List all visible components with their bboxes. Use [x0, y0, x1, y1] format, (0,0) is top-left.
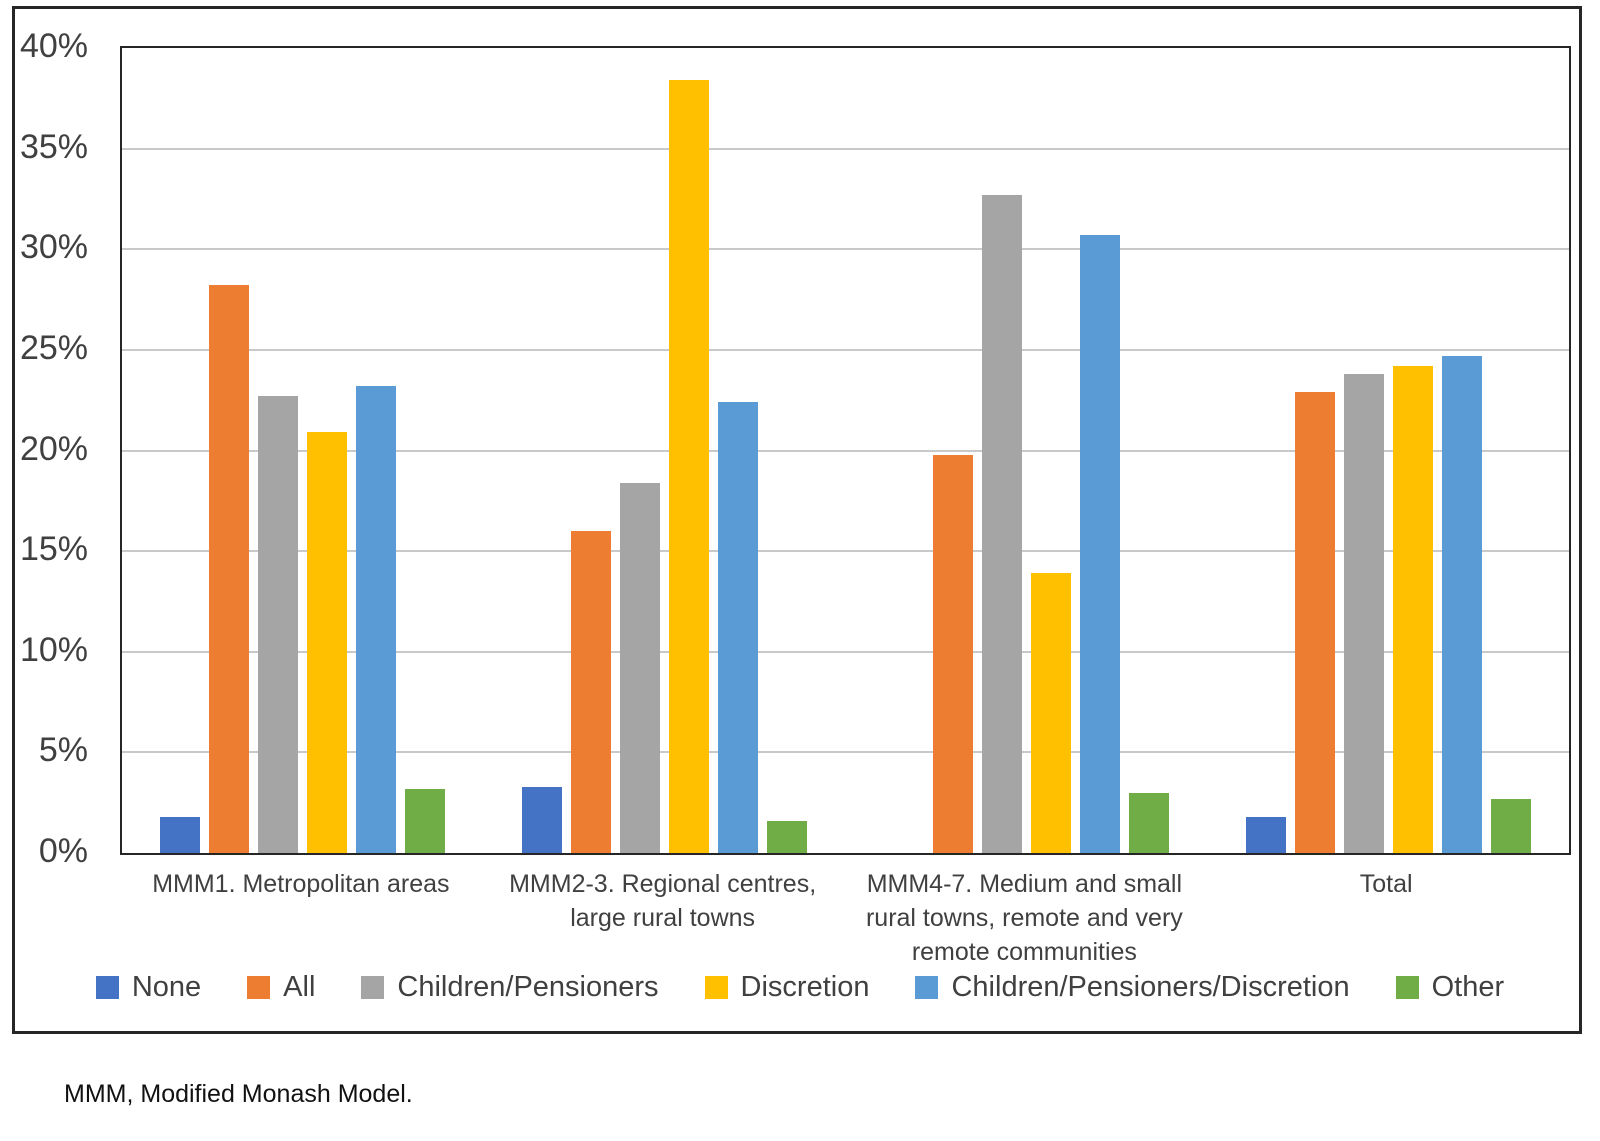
- bar-children-pensioners-group4: [1343, 374, 1384, 853]
- gridline: [122, 147, 1569, 150]
- bar-children-pensioners-discretion-group1: [356, 386, 397, 853]
- legend-swatch-icon: [361, 976, 385, 999]
- legend-swatch-icon: [704, 976, 728, 999]
- y-tick-label: 35%: [19, 127, 88, 166]
- legend-item: None: [95, 971, 202, 1004]
- bar-other-group1: [405, 788, 446, 853]
- gridline: [122, 550, 1569, 553]
- gridline: [122, 751, 1569, 754]
- legend-item: All: [247, 971, 315, 1004]
- bar-children-pensioners-discretion-group3: [1079, 235, 1120, 853]
- bar-children-pensioners-group1: [258, 396, 299, 853]
- y-tick-label: 40%: [19, 27, 88, 65]
- y-tick-label: 25%: [19, 328, 88, 367]
- bar-other-group3: [1128, 792, 1169, 853]
- bar-all-group3: [932, 454, 973, 853]
- gridline: [122, 650, 1569, 653]
- y-tick-label: 0%: [38, 832, 88, 870]
- bar-discretion-group1: [307, 432, 348, 853]
- y-tick-label: 10%: [19, 630, 88, 669]
- legend-label: All: [283, 971, 316, 1003]
- category-label: MMM2-3. Regional centres, large rural to…: [509, 870, 817, 932]
- category-label: MMM1. Metropolitan areas: [152, 870, 450, 898]
- y-tick-label: 15%: [19, 530, 88, 569]
- legend-swatch-icon: [95, 976, 119, 999]
- bar-children-pensioners-discretion-group4: [1441, 355, 1482, 853]
- legend-label: Children/Pensioners: [397, 971, 659, 1003]
- legend-swatch-icon: [247, 976, 271, 999]
- gridline: [122, 449, 1569, 452]
- category-label: MMM4-7. Medium and small rural towns, re…: [865, 870, 1183, 966]
- legend-swatch-icon: [915, 976, 939, 999]
- bar-all-group2: [571, 531, 612, 853]
- legend: None All Children/Pensioners Discretion Chil…: [55, 971, 1545, 1004]
- bar-all-group1: [209, 285, 250, 853]
- legend-label: Other: [1431, 971, 1505, 1003]
- bar-discretion-group4: [1392, 365, 1433, 853]
- legend-label: Discretion: [740, 971, 870, 1003]
- bar-children-pensioners-group3: [981, 194, 1022, 853]
- gridline: [122, 248, 1569, 251]
- legend-label: None: [131, 971, 202, 1003]
- legend-item: Children/Pensioners: [361, 971, 659, 1004]
- legend-label: Children/Pensioners/Discretion: [951, 971, 1350, 1003]
- y-tick-label: 30%: [19, 228, 88, 267]
- legend-item: Discretion: [704, 971, 870, 1004]
- bar-none-group2: [522, 786, 563, 853]
- y-tick-label: 5%: [38, 731, 88, 770]
- bar-other-group2: [767, 820, 808, 853]
- gridline: [122, 348, 1569, 351]
- legend-swatch-icon: [1395, 976, 1419, 999]
- bar-children-pensioners-group2: [620, 482, 661, 853]
- plot-area: [120, 46, 1571, 855]
- y-tick-label: 20%: [19, 429, 88, 468]
- bar-none-group4: [1245, 816, 1286, 853]
- chart-outer-border: 0% 5% 10% 15% 20% 25% 30% 35% 40% MMM1. Metropol…: [12, 6, 1582, 1034]
- bar-all-group4: [1294, 392, 1335, 853]
- bar-discretion-group2: [669, 80, 710, 853]
- bar-other-group4: [1490, 798, 1531, 853]
- legend-item: Children/Pensioners/Discretion: [915, 971, 1350, 1004]
- legend-item: Other: [1395, 971, 1505, 1004]
- footnote: MMM, Modified Monash Model.: [64, 1080, 413, 1108]
- bar-discretion-group3: [1030, 573, 1071, 853]
- category-label: Total: [1359, 870, 1413, 898]
- bar-children-pensioners-discretion-group2: [718, 402, 759, 853]
- bar-none-group1: [160, 816, 201, 853]
